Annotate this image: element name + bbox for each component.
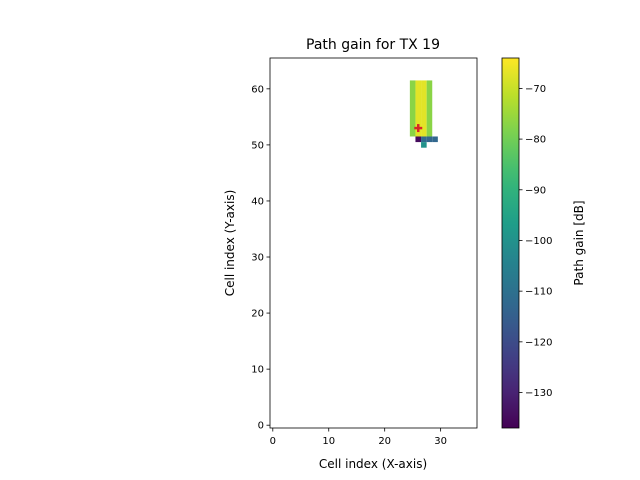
- y-tick-label: 40: [251, 196, 264, 207]
- y-tick-label: 10: [251, 365, 264, 376]
- transmitter-marker: [414, 124, 423, 133]
- heatmap-cell: [426, 136, 433, 143]
- colorbar-gradient: [502, 58, 519, 428]
- colorbar-tick-label: −90: [525, 185, 546, 196]
- y-tick-label: 60: [251, 84, 264, 95]
- y-axis-label: Cell index (Y-axis): [223, 190, 237, 297]
- x-tick-label: 20: [378, 436, 391, 447]
- heatmap-cell: [421, 80, 427, 137]
- colorbar-label: Path gain [dB]: [572, 200, 586, 285]
- colorbar-tick-label: −70: [525, 84, 546, 95]
- heatmap-cell: [409, 80, 416, 137]
- colorbar-tick-label: −80: [525, 135, 546, 146]
- plot-area: 0 10 20 30 0 10 20 30 40 50 60: [251, 57, 478, 447]
- heatmap-cell: [426, 80, 433, 137]
- colorbar-tick-label: −130: [525, 388, 552, 399]
- colorbar-tick-label: −100: [525, 236, 552, 247]
- x-tick-label: 10: [322, 436, 335, 447]
- heatmap-cell: [415, 80, 422, 137]
- heatmap-cell: [432, 136, 438, 143]
- colorbar-tick-label: −110: [525, 287, 552, 298]
- colorbar-frame: [501, 57, 520, 429]
- x-tick-label: 0: [270, 436, 276, 447]
- x-tick-label: 30: [434, 436, 447, 447]
- heatmap-cell: [415, 136, 422, 143]
- y-tick-label: 30: [251, 253, 264, 264]
- heatmap-cell: [421, 142, 427, 148]
- y-tick-label: 20: [251, 309, 264, 320]
- colorbar: −70 −80 −90 −100 −110 −120 −130: [501, 57, 552, 429]
- colorbar-tick-label: −120: [525, 337, 552, 348]
- y-tick-label: 0: [258, 421, 264, 432]
- heatmap-cell: [421, 136, 427, 143]
- axes-frame: [269, 57, 478, 429]
- chart-title: Path gain for TX 19: [306, 37, 440, 53]
- y-tick-label: 50: [251, 140, 264, 151]
- x-axis-label: Cell index (X-axis): [319, 457, 427, 471]
